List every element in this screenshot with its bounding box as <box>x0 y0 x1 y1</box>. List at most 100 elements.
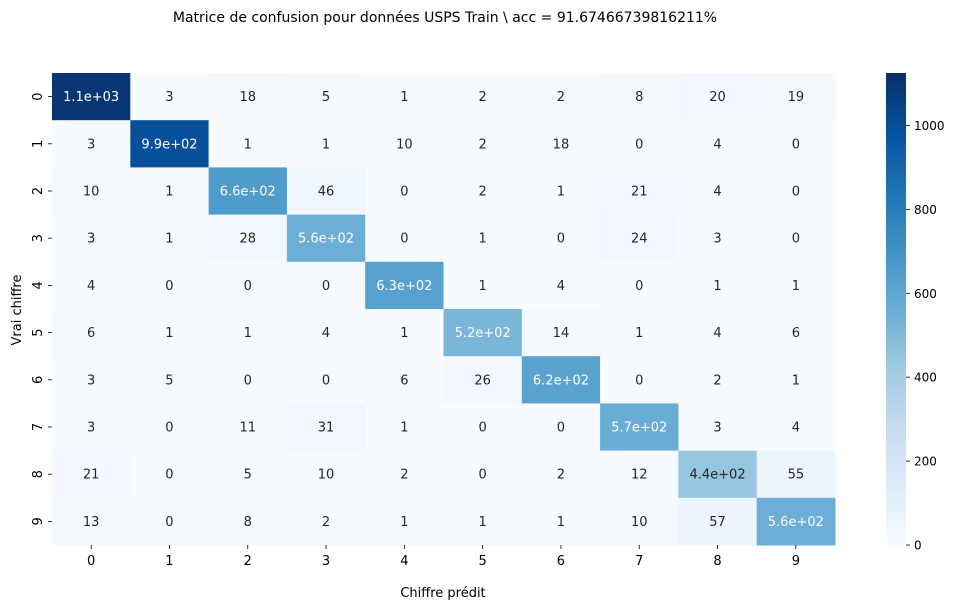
y-tick-label: 0 <box>31 92 46 100</box>
heatmap-cell <box>365 497 444 546</box>
x-tick-label: 7 <box>635 554 643 569</box>
cell-annotation: 10 <box>318 468 335 483</box>
cell-annotation: 5 <box>165 373 173 388</box>
cell-annotation: 46 <box>318 185 335 200</box>
heatmap-cell <box>286 261 366 310</box>
heatmap-cell <box>678 403 758 452</box>
cell-annotation: 12 <box>631 468 648 483</box>
heatmap-cell <box>600 497 679 546</box>
heatmap-cell <box>365 73 444 121</box>
x-tick-label: 8 <box>713 554 721 569</box>
heatmap-cell <box>521 73 601 121</box>
cell-annotation: 1 <box>400 421 408 436</box>
cell-annotation: 10 <box>396 137 413 152</box>
cell-annotation: 6 <box>400 373 408 388</box>
cell-annotation: 2 <box>400 468 408 483</box>
cell-annotation: 0 <box>244 373 252 388</box>
colorbar <box>886 73 906 545</box>
x-tick-label: 0 <box>87 554 95 569</box>
cell-annotation: 3 <box>87 373 95 388</box>
cell-annotation: 10 <box>83 185 100 200</box>
heatmap-cell <box>52 120 131 168</box>
heatmap-cell <box>521 309 601 357</box>
heatmap-cell <box>600 450 679 499</box>
cell-annotation: 0 <box>165 515 173 530</box>
heatmap-cell <box>521 214 601 263</box>
heatmap-cell <box>130 450 210 499</box>
heatmap-cell <box>130 167 210 216</box>
cell-annotation: 24 <box>631 232 648 247</box>
cell-annotation: 6 <box>87 326 95 341</box>
cell-annotation: 1 <box>792 373 800 388</box>
cell-annotation: 4 <box>713 185 721 200</box>
heatmap-cell <box>521 356 601 404</box>
cell-annotation: 21 <box>631 185 648 200</box>
colorbar-ticks: 0 200 400 600 800 1000 <box>906 119 945 553</box>
heatmap-cell <box>286 450 366 499</box>
cell-annotation: 5.2e+02 <box>455 326 511 341</box>
heatmap-cell <box>443 356 523 404</box>
heatmap-cell <box>286 120 366 168</box>
cell-annotation: 1 <box>244 137 252 152</box>
cell-annotation: 2 <box>322 515 330 530</box>
x-tick-label: 4 <box>400 554 408 569</box>
cell-annotation: 0 <box>635 279 643 294</box>
heatmap-cell <box>286 356 366 404</box>
cell-annotation: 1 <box>400 90 408 105</box>
y-tick-label: 2 <box>31 187 46 195</box>
heatmap-cell <box>443 261 523 310</box>
heatmap-cell <box>521 120 601 168</box>
heatmap-cell <box>365 261 444 310</box>
cell-annotation: 31 <box>318 421 335 436</box>
cell-annotation: 0 <box>635 137 643 152</box>
y-tick-label: 3 <box>31 234 46 242</box>
cell-annotation: 4 <box>87 279 95 294</box>
y-tick-label: 1 <box>31 140 46 148</box>
heatmap-cell <box>521 403 601 452</box>
heatmap-cell <box>365 309 444 357</box>
heatmap-cell <box>443 120 523 168</box>
heatmap-cell <box>443 167 523 216</box>
heatmap-cell <box>678 167 758 216</box>
cell-annotation: 1 <box>713 279 721 294</box>
cell-annotation: 6 <box>792 326 800 341</box>
heatmap-cell <box>52 214 131 263</box>
cell-annotation: 1 <box>165 232 173 247</box>
cell-annotation: 4 <box>322 326 330 341</box>
x-tick-label: 2 <box>244 554 252 569</box>
heatmap-cell <box>365 167 444 216</box>
heatmap-cell <box>678 261 758 310</box>
cell-annotation: 4.4e+02 <box>689 468 745 483</box>
x-tick-label: 1 <box>165 554 173 569</box>
heatmap-cell <box>600 356 679 404</box>
heatmap-cell <box>443 450 523 499</box>
heatmap-cell <box>52 261 131 310</box>
cell-annotation: 18 <box>553 137 570 152</box>
heatmap-cell <box>600 73 679 121</box>
y-tick-label: 5 <box>31 328 46 336</box>
heatmap-cell <box>443 73 523 121</box>
heatmap-cell <box>365 450 444 499</box>
heatmap-cell <box>756 120 836 168</box>
cell-annotation: 4 <box>713 137 721 152</box>
cell-annotation: 0 <box>165 279 173 294</box>
cell-annotation: 1 <box>400 515 408 530</box>
heatmap-cell <box>286 403 366 452</box>
heatmap-cell <box>600 120 679 168</box>
colorbar-tick-label: 400 <box>914 371 937 385</box>
heatmap-cell <box>208 497 288 546</box>
y-tick-label: 8 <box>31 470 46 478</box>
x-tick-label: 6 <box>557 554 565 569</box>
heatmap-cell <box>756 403 836 452</box>
x-tick-label: 5 <box>479 554 487 569</box>
cell-annotation: 0 <box>244 279 252 294</box>
cell-annotation: 1 <box>400 326 408 341</box>
cell-annotation: 2 <box>479 137 487 152</box>
cell-annotation: 5 <box>244 468 252 483</box>
cell-annotation: 3 <box>713 421 721 436</box>
cell-annotation: 21 <box>83 468 100 483</box>
cell-annotation: 28 <box>239 232 256 247</box>
heatmap-cell <box>365 214 444 263</box>
cell-annotation: 0 <box>322 279 330 294</box>
